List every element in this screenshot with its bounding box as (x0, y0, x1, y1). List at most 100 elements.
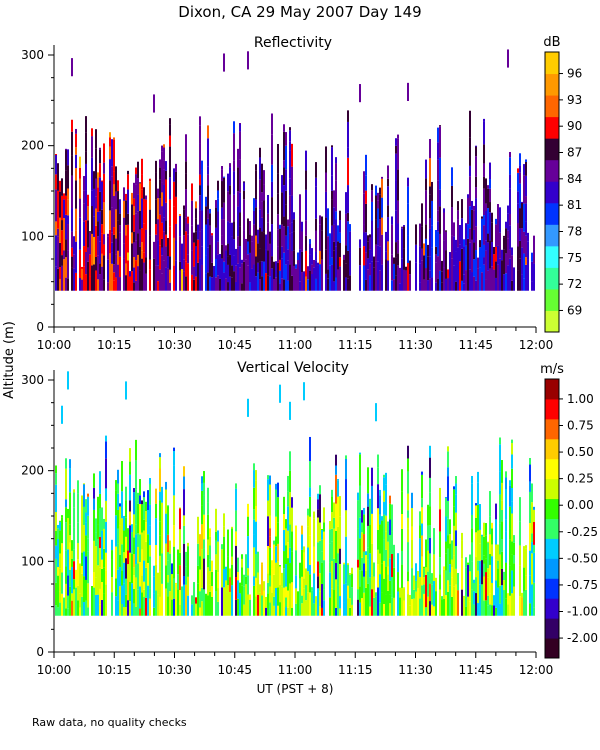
data-cell (259, 584, 261, 593)
data-cell (457, 219, 459, 248)
data-cell (359, 485, 361, 518)
data-cell (141, 592, 143, 616)
data-cell (361, 570, 363, 599)
data-cell (161, 222, 163, 239)
data-cell (199, 258, 201, 291)
data-cell (359, 538, 361, 571)
data-cell (275, 562, 277, 588)
data-cell (403, 269, 405, 291)
data-cell (161, 192, 163, 207)
data-cell (91, 157, 93, 191)
data-cell (93, 236, 95, 265)
data-cell (309, 535, 311, 565)
data-cell (133, 282, 135, 291)
data-cell (71, 593, 73, 601)
data-cell (285, 586, 287, 598)
data-cell (97, 524, 99, 539)
y-tick-label: 300 (21, 48, 44, 62)
data-cell (253, 585, 255, 616)
data-cell (335, 579, 337, 608)
data-cell (127, 550, 129, 565)
data-cell (125, 578, 127, 595)
data-cell (129, 448, 131, 462)
data-cell (489, 202, 491, 213)
data-cell (333, 190, 335, 208)
data-cell (481, 216, 483, 219)
data-cell (163, 144, 165, 148)
data-cell (377, 261, 379, 291)
data-cell (127, 252, 129, 261)
data-cell (421, 507, 423, 524)
data-cell (259, 179, 261, 210)
data-cell (177, 549, 179, 556)
data-cell (379, 219, 381, 247)
data-cell (175, 240, 177, 261)
data-cell (371, 467, 373, 486)
data-cell (81, 268, 83, 280)
data-cell (119, 566, 121, 587)
data-cell (167, 268, 169, 291)
data-cell (55, 512, 57, 531)
data-cell (237, 236, 239, 247)
data-cell (137, 161, 139, 179)
data-cell (291, 582, 293, 608)
data-cell (339, 266, 341, 291)
data-cell (389, 594, 391, 604)
data-cell (335, 474, 337, 504)
data-cell (491, 241, 493, 267)
data-cell (303, 271, 305, 273)
data-cell (161, 583, 163, 616)
data-cell (83, 203, 85, 222)
velocity-colorbar: 1.000.750.500.250.00-0.25-0.50-0.75-1.00… (544, 378, 598, 659)
data-cell (405, 270, 407, 291)
data-cell (445, 541, 447, 554)
data-cell (59, 520, 61, 522)
data-cell (345, 583, 347, 616)
data-cell (271, 568, 273, 593)
data-cell (61, 220, 63, 231)
data-cell (103, 234, 105, 245)
data-cell (473, 229, 475, 243)
data-cell (319, 522, 321, 541)
data-cell (149, 483, 151, 505)
data-cell (223, 536, 225, 569)
data-cell (401, 491, 403, 514)
data-cell (231, 222, 233, 237)
data-cell (99, 548, 101, 568)
data-cell (437, 256, 439, 279)
data-cell (359, 84, 361, 103)
data-cell (195, 218, 197, 232)
data-cell (299, 249, 301, 282)
data-cell (139, 182, 141, 184)
data-cell (163, 217, 165, 232)
data-cell (509, 174, 511, 189)
data-cell (389, 519, 391, 535)
data-cell (57, 190, 59, 218)
data-cell (475, 577, 477, 594)
data-cell (533, 552, 535, 583)
data-cell (235, 599, 237, 616)
data-cell (273, 544, 275, 575)
data-cell (245, 554, 247, 577)
data-cell (429, 158, 431, 187)
data-cell (487, 605, 489, 616)
data-cell (329, 597, 331, 616)
data-cell (387, 186, 389, 206)
data-cell (445, 230, 447, 232)
data-cell (469, 554, 471, 572)
data-cell (135, 184, 137, 214)
data-cell (223, 261, 225, 273)
data-cell (371, 220, 373, 253)
data-cell (243, 261, 245, 291)
data-cell (227, 191, 229, 222)
data-cell (525, 548, 527, 576)
data-cell (139, 479, 141, 496)
data-cell (99, 241, 101, 264)
data-cell (371, 575, 373, 590)
data-cell (59, 530, 61, 554)
data-cell (429, 186, 431, 195)
data-cell (277, 497, 279, 523)
data-cell (437, 278, 439, 291)
data-cell (199, 195, 201, 211)
data-cell (499, 207, 501, 233)
